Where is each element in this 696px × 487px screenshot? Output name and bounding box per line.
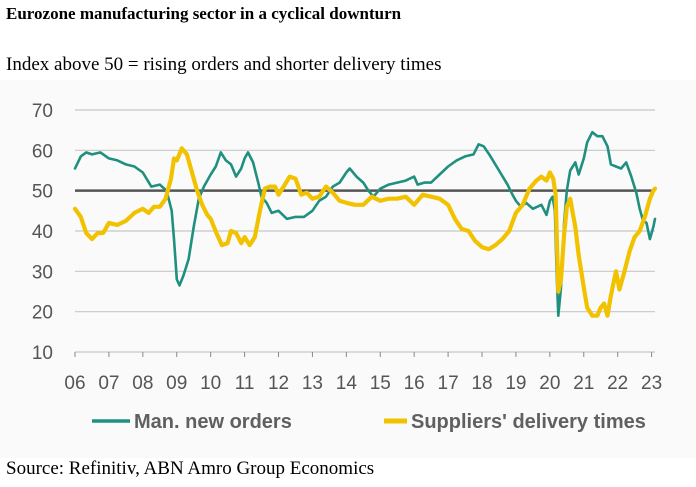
x-tick-label: 13 [302, 373, 323, 394]
y-tick-label: 20 [32, 303, 53, 324]
x-tick-label: 20 [539, 373, 560, 394]
x-tick-label: 08 [132, 373, 153, 394]
line-chart: 10 20 30 40 50 60 70 06 07 08 09 10 11 12 13 14 15 16 17 1… [32, 101, 662, 433]
y-tick-label: 70 [32, 101, 53, 122]
x-tick-label: 06 [64, 373, 85, 394]
chart-source: Source: Refinitiv, ABN Amro Group Econom… [6, 458, 375, 479]
legend-label: Man. new orders [134, 411, 292, 433]
x-tick-label: 18 [471, 373, 492, 394]
x-tick-label: 14 [336, 373, 358, 394]
y-axis: 10 20 30 40 50 60 70 [32, 101, 53, 364]
series-line-man-new-orders [73, 130, 657, 317]
x-tick-label: 19 [505, 373, 526, 394]
x-tick-label: 17 [438, 373, 459, 394]
chart-title: Eurozone manufacturing sector in a cycli… [6, 4, 402, 23]
x-tick-label: 09 [166, 373, 187, 394]
y-tick-label: 50 [32, 182, 53, 203]
x-tick-label: 11 [235, 373, 255, 394]
chart-area: 10 20 30 40 50 60 70 06 07 08 09 10 11 12 13 14 15 16 17 1… [0, 80, 696, 458]
y-tick-label: 10 [32, 343, 53, 364]
y-tick-label: 30 [32, 262, 53, 283]
legend-label: Suppliers' delivery times [411, 411, 646, 433]
series [72, 130, 658, 318]
x-axis: 06 07 08 09 10 11 12 13 14 15 16 17 18 19 20 21 22 23 [64, 352, 662, 394]
series-line-suppliers-delivery-times [72, 146, 658, 318]
x-tick-label: 23 [641, 373, 662, 394]
grid [75, 109, 655, 353]
y-tick-label: 60 [32, 141, 53, 162]
y-tick-label: 40 [32, 222, 53, 243]
x-tick-label: 12 [268, 373, 289, 394]
x-tick-label: 16 [404, 373, 425, 394]
legend: Man. new orders Suppliers' delivery times [92, 411, 646, 433]
chart-subtitle: Index above 50 = rising orders and short… [6, 54, 442, 75]
x-tick-label: 10 [200, 373, 221, 394]
x-tick-label: 22 [607, 373, 628, 394]
x-tick-label: 21 [573, 373, 594, 394]
x-tick-label: 07 [98, 373, 119, 394]
x-tick-label: 15 [370, 373, 391, 394]
